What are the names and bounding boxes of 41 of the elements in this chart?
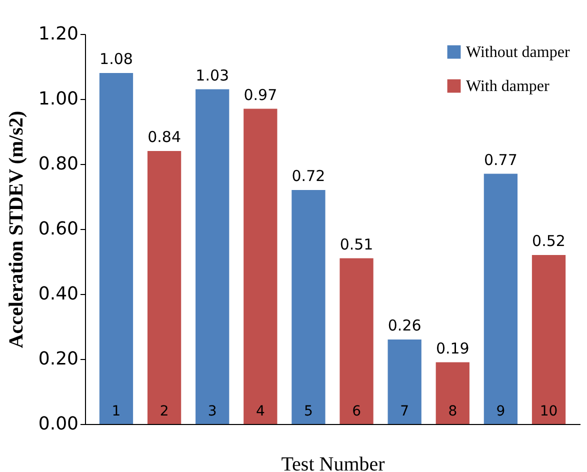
x-tick-label: 8 (448, 404, 458, 420)
x-tick-label: 10 (540, 404, 558, 420)
bar (340, 258, 374, 424)
bar (436, 362, 470, 424)
y-axis-title: Acceleration STDEV (m/s2) (5, 110, 28, 348)
data-label: 1.03 (196, 66, 230, 84)
data-label: 0.19 (436, 339, 470, 358)
x-tick-label: 4 (256, 404, 265, 420)
bar (388, 340, 422, 424)
data-label: 0.26 (388, 316, 422, 334)
y-tick-label: 0.40 (38, 284, 78, 304)
x-tick-label: 1 (112, 404, 121, 420)
y-tick-label: 0.00 (38, 414, 78, 434)
data-label: 0.77 (484, 150, 518, 169)
data-label: 1.08 (100, 50, 133, 68)
data-label: 0.84 (148, 128, 181, 146)
x-tick-label: 5 (304, 404, 313, 420)
x-axis-title: Test Number (281, 454, 386, 472)
y-tick-label: 0.60 (38, 218, 78, 240)
legend-label: With damper (466, 78, 550, 95)
data-label: 0.51 (340, 235, 374, 254)
bar (292, 190, 326, 424)
data-label: 0.72 (292, 167, 326, 185)
legend-label: Without damper (466, 44, 570, 61)
x-tick-label: 9 (496, 404, 506, 420)
bar (484, 174, 518, 424)
x-tick-label: 3 (208, 404, 217, 420)
bar (532, 255, 566, 424)
y-tick-label: 1.20 (38, 24, 78, 44)
data-label: 0.52 (532, 232, 566, 250)
bar (244, 108, 278, 424)
bar (147, 151, 182, 424)
x-tick-label: 6 (352, 404, 362, 420)
y-tick-label: 0.80 (38, 154, 78, 174)
x-tick-label: 7 (400, 404, 410, 420)
y-tick-label: 1.00 (38, 88, 78, 110)
x-tick-label: 2 (160, 404, 169, 420)
data-label: 0.97 (244, 86, 278, 104)
bar (99, 73, 134, 424)
bar (196, 89, 230, 424)
y-tick-label: 0.20 (38, 348, 78, 370)
